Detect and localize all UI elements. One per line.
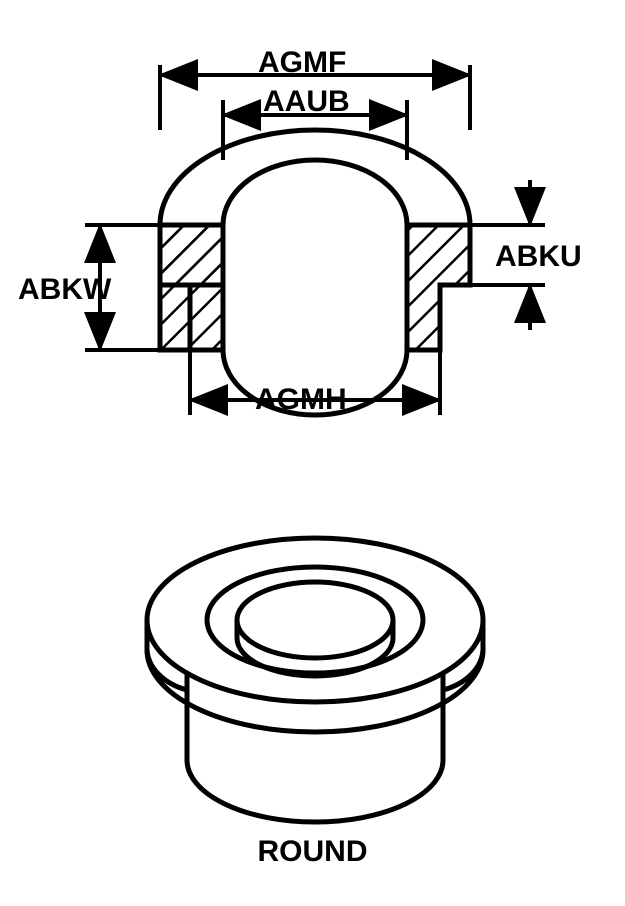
label-abkw: ABKW: [18, 273, 111, 307]
label-aaub: AAUB: [263, 85, 350, 119]
label-agmh: AGMH: [255, 383, 347, 417]
isometric-view: [147, 538, 483, 822]
label-abku: ABKU: [495, 240, 582, 274]
diagram-title: ROUND: [0, 835, 625, 869]
label-agmf: AGMF: [258, 46, 346, 80]
diagram-canvas: [0, 0, 625, 906]
